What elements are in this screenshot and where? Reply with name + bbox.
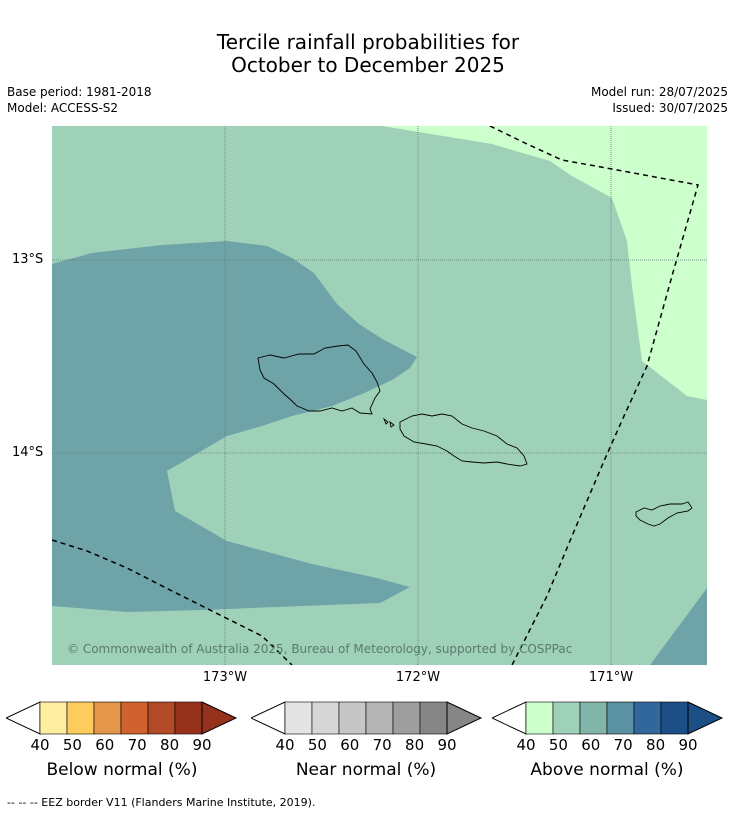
- lon-label-171w: 171°W: [588, 670, 634, 685]
- colorbar-swatch: [39, 701, 68, 735]
- colorbar-tick-label: 50: [62, 736, 82, 754]
- apolima-island: [389, 420, 395, 428]
- colorbar-swatch: [552, 701, 581, 735]
- colorbar-swatch: [633, 701, 662, 735]
- title-line-2: October to December 2025: [231, 53, 505, 77]
- colorbar-swatch: [525, 701, 554, 735]
- cb-above-swatches: [525, 701, 689, 735]
- colorbar-swatch: [120, 701, 149, 735]
- probability-map: © Commonwealth of Australia 2025, Bureau…: [52, 126, 707, 665]
- above-40-50-region: [382, 126, 707, 400]
- colorbar-swatch: [606, 701, 635, 735]
- savaii-island: [257, 344, 381, 415]
- colorbar-swatch: [419, 701, 448, 735]
- colorbar-tick-label: 90: [192, 736, 212, 754]
- colorbar-tick-label: 40: [30, 736, 50, 754]
- upolu-island: [399, 413, 528, 467]
- colorbar-swatch: [660, 701, 689, 735]
- colorbar-tick-label: 70: [372, 736, 392, 754]
- lat-label-14s: 14°S: [12, 445, 44, 460]
- colorbar-tick-label: 90: [678, 736, 698, 754]
- cb-near-arrow-left: [251, 701, 286, 735]
- colorbar-tick-label: 80: [160, 736, 180, 754]
- lat-label-13s: 13°S: [12, 252, 44, 267]
- model-run: Model run: 28/07/2025: [590, 85, 728, 99]
- model-name: Model: ACCESS-S2: [7, 101, 119, 115]
- base-period: Base period: 1981-2018: [7, 85, 152, 99]
- colorbar-tick-label: 60: [95, 736, 115, 754]
- colorbar-title-below: Below normal (%): [46, 760, 198, 780]
- cb-below-arrow-left: [6, 701, 41, 735]
- colorbar-near-normal: [251, 701, 483, 735]
- colorbar-swatch: [284, 701, 313, 735]
- colorbar-swatch: [338, 701, 367, 735]
- eez-border: [52, 126, 699, 665]
- above-60-70-region-southeast: [650, 588, 707, 665]
- colorbar-tick-label: 80: [646, 736, 666, 754]
- copyright-text: © Commonwealth of Australia 2025, Bureau…: [67, 642, 572, 656]
- colorbar-below-normal: [6, 701, 238, 735]
- colorbar-tick-label: 80: [405, 736, 425, 754]
- colorbar-swatch: [392, 701, 421, 735]
- issued-date: Issued: 30/07/2025: [612, 101, 728, 115]
- chart-title: Tercile rainfall probabilities for Octob…: [0, 31, 736, 77]
- colorbar-tick-label: 50: [307, 736, 327, 754]
- cb-below-arrow-right: [201, 701, 238, 735]
- colorbar-swatch: [174, 701, 203, 735]
- colorbar-title-above: Above normal (%): [530, 760, 684, 780]
- cb-above-arrow-right: [687, 701, 724, 735]
- title-line-1: Tercile rainfall probabilities for: [216, 30, 520, 54]
- cb-near-arrow-right: [446, 701, 483, 735]
- cb-above-arrow-left: [492, 701, 527, 735]
- colorbar-swatch: [147, 701, 176, 735]
- colorbar-tick-label: 40: [275, 736, 295, 754]
- meta-right: Model run: 28/07/2025 Issued: 30/07/2025: [591, 84, 728, 116]
- colorbar-tick-label: 50: [548, 736, 568, 754]
- colorbar-above-normal: [492, 701, 724, 735]
- footnote: -- -- -- EEZ border V11 (Flanders Marine…: [7, 796, 316, 809]
- colorbar-swatch: [365, 701, 394, 735]
- colorbar-swatch: [579, 701, 608, 735]
- above-60-70-region-west: [52, 241, 417, 612]
- manono-island: [382, 417, 389, 425]
- colorbar-swatch: [311, 701, 340, 735]
- colorbar-swatch: [93, 701, 122, 735]
- colorbar-tick-label: 70: [127, 736, 147, 754]
- lon-label-172w: 172°W: [395, 670, 441, 685]
- coastlines: [257, 344, 693, 527]
- lon-label-173w: 173°W: [202, 670, 248, 685]
- colorbar-tick-label: 40: [516, 736, 536, 754]
- colorbar-tick-label: 60: [581, 736, 601, 754]
- cb-below-swatches: [39, 701, 203, 735]
- meta-left: Base period: 1981-2018 Model: ACCESS-S2: [7, 84, 152, 116]
- colorbar-swatch: [66, 701, 95, 735]
- tutuila-island: [635, 501, 693, 527]
- colorbar-title-near: Near normal (%): [295, 760, 437, 780]
- colorbar-tick-label: 90: [437, 736, 457, 754]
- colorbar-tick-label: 70: [613, 736, 633, 754]
- colorbar-tick-label: 60: [340, 736, 360, 754]
- cb-near-swatches: [284, 701, 448, 735]
